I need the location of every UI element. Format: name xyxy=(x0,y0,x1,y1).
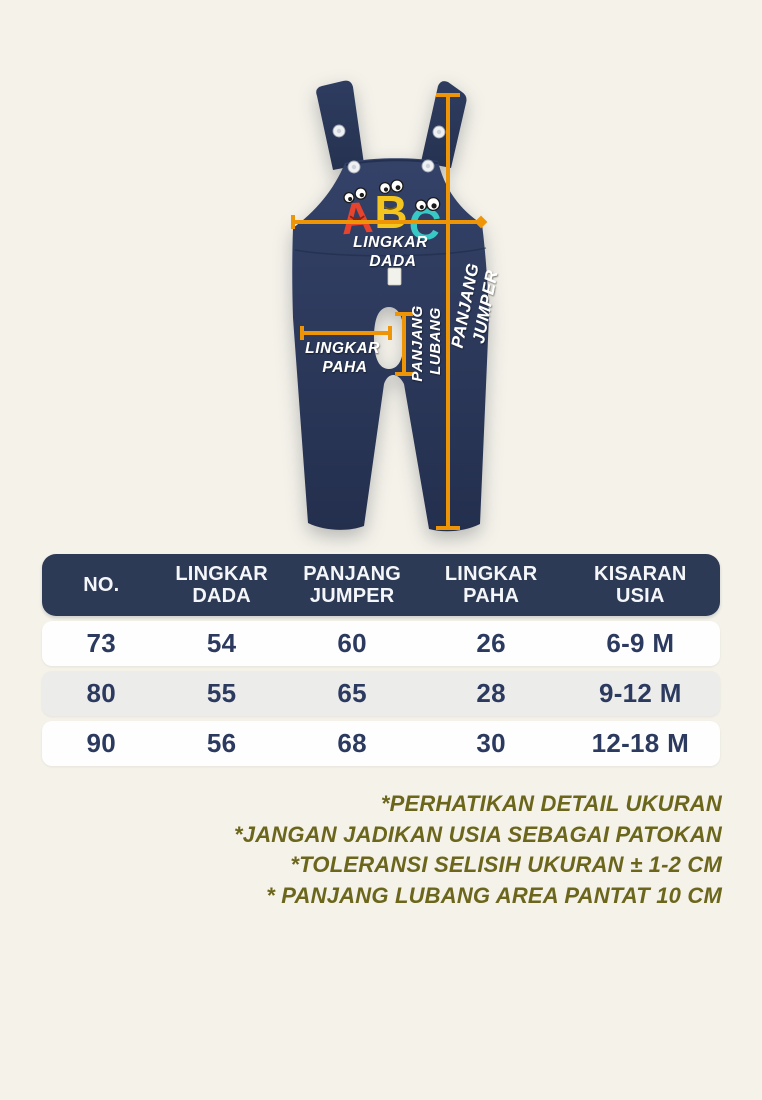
jumper-body xyxy=(292,158,489,532)
note-line: * PANJANG LUBANG AREA PANTAT 10 CM xyxy=(266,882,722,908)
column-header-kisaran-usia-line2: USIA xyxy=(616,585,665,607)
table-row: 73 54 60 26 6-9 M xyxy=(42,621,720,666)
label-panjang-lubang-line2: LUBANG xyxy=(427,307,444,375)
note-line: *PERHATIKAN DETAIL UKURAN xyxy=(380,791,722,816)
cell-panjang-jumper: 60 xyxy=(337,628,367,658)
column-header-panjang-jumper-line1: PANJANG xyxy=(303,562,402,585)
cell-panjang-jumper: 65 xyxy=(337,678,367,708)
cell-lingkar-paha: 30 xyxy=(476,728,506,758)
cell-no: 80 xyxy=(86,678,117,708)
cell-no: 90 xyxy=(86,728,117,758)
column-header-kisaran-usia-line1: KISARAN xyxy=(594,562,687,585)
cell-lingkar-paha: 28 xyxy=(476,678,506,708)
jumper-right-strap xyxy=(421,81,467,168)
measurement-lines xyxy=(291,93,488,530)
measure-line-panjang-lubang xyxy=(395,312,413,376)
letter-a: A xyxy=(339,187,375,244)
column-header-lingkar-dada-line2: DADA xyxy=(192,585,251,607)
column-header-lingkar-dada-line1: LINGKAR xyxy=(175,562,268,585)
size-notes: *PERHATIKAN DETAIL UKURAN *JANGAN JADIKA… xyxy=(234,789,722,911)
column-header-lingkar-paha-line1: LINGKAR xyxy=(444,562,538,585)
cell-lingkar-dada: 56 xyxy=(206,728,237,758)
note-line: *JANGAN JADIKAN USIA SEBAGAI PATOKAN xyxy=(234,821,722,847)
label-panjang-lubang-line1: PANJANG xyxy=(409,305,426,381)
measure-line-lingkar-dada xyxy=(291,215,488,229)
column-header-panjang-jumper-line2: JUMPER xyxy=(309,585,395,607)
label-lingkar-dada-line1: LINGKAR xyxy=(353,234,428,251)
table-row: 80 55 65 28 9-12 M xyxy=(42,671,720,716)
cell-kisaran-usia: 12-18 M xyxy=(591,728,690,758)
cell-lingkar-dada: 55 xyxy=(206,678,237,708)
table-row: 90 56 68 30 12-18 M xyxy=(42,721,720,766)
label-lingkar-paha: LINGKAR PAHA xyxy=(305,340,385,376)
cell-lingkar-paha: 26 xyxy=(476,628,506,658)
cell-no: 73 xyxy=(86,628,117,658)
label-lingkar-dada: LINGKAR DADA xyxy=(353,234,433,270)
cell-kisaran-usia: 9-12 M xyxy=(598,678,682,708)
letter-b: B xyxy=(374,179,408,238)
snap-buttons xyxy=(332,124,446,174)
column-header-no-line1: NO. xyxy=(83,573,120,596)
waist-seam xyxy=(294,247,487,257)
label-lingkar-paha-line1: LINGKAR xyxy=(305,340,380,357)
column-header-no: NO. xyxy=(42,574,161,596)
column-header-kisaran-usia: KISARAN USIA xyxy=(561,563,720,608)
abc-print: A B C xyxy=(339,179,443,251)
note-line: *TOLERANSI SELISIH UKURAN ± 1-2 CM xyxy=(290,852,722,877)
measure-line-lingkar-paha xyxy=(300,326,392,340)
size-table: NO. LINGKAR DADA PANJANG JUMPER LINGKAR … xyxy=(42,554,720,766)
column-header-panjang-jumper: PANJANG JUMPER xyxy=(283,563,422,608)
letter-b-glyph: B xyxy=(374,186,407,238)
product-photo-jumper: A B C xyxy=(291,80,502,532)
column-header-lingkar-paha-line2: PAHA xyxy=(463,585,520,607)
label-lingkar-paha-line2: PAHA xyxy=(322,359,367,376)
cell-lingkar-dada: 54 xyxy=(206,628,237,658)
column-header-lingkar-paha: LINGKAR PAHA xyxy=(422,563,561,608)
cell-kisaran-usia: 6-9 M xyxy=(606,628,675,658)
label-panjang-lubang: PANJANG LUBANG xyxy=(409,300,444,381)
care-tag xyxy=(387,267,402,286)
column-header-lingkar-dada: LINGKAR DADA xyxy=(161,563,283,608)
size-table-header: NO. LINGKAR DADA PANJANG JUMPER LINGKAR … xyxy=(42,554,720,616)
letter-c: C xyxy=(406,196,443,251)
jumper-garment xyxy=(292,80,489,532)
cell-panjang-jumper: 68 xyxy=(337,728,367,758)
measure-line-panjang-jumper xyxy=(436,93,460,530)
label-lingkar-dada-line2: DADA xyxy=(369,253,416,270)
